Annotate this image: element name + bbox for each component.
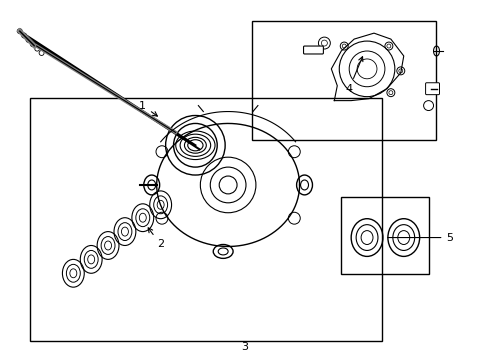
FancyBboxPatch shape xyxy=(303,46,323,54)
Text: 4: 4 xyxy=(345,57,363,94)
Text: 1: 1 xyxy=(139,100,157,116)
Text: 2: 2 xyxy=(148,228,164,249)
FancyBboxPatch shape xyxy=(426,83,440,95)
Text: 5: 5 xyxy=(388,233,453,243)
Text: 3: 3 xyxy=(242,342,248,352)
Bar xyxy=(30,98,382,341)
Bar xyxy=(252,21,436,140)
Bar xyxy=(341,197,429,274)
